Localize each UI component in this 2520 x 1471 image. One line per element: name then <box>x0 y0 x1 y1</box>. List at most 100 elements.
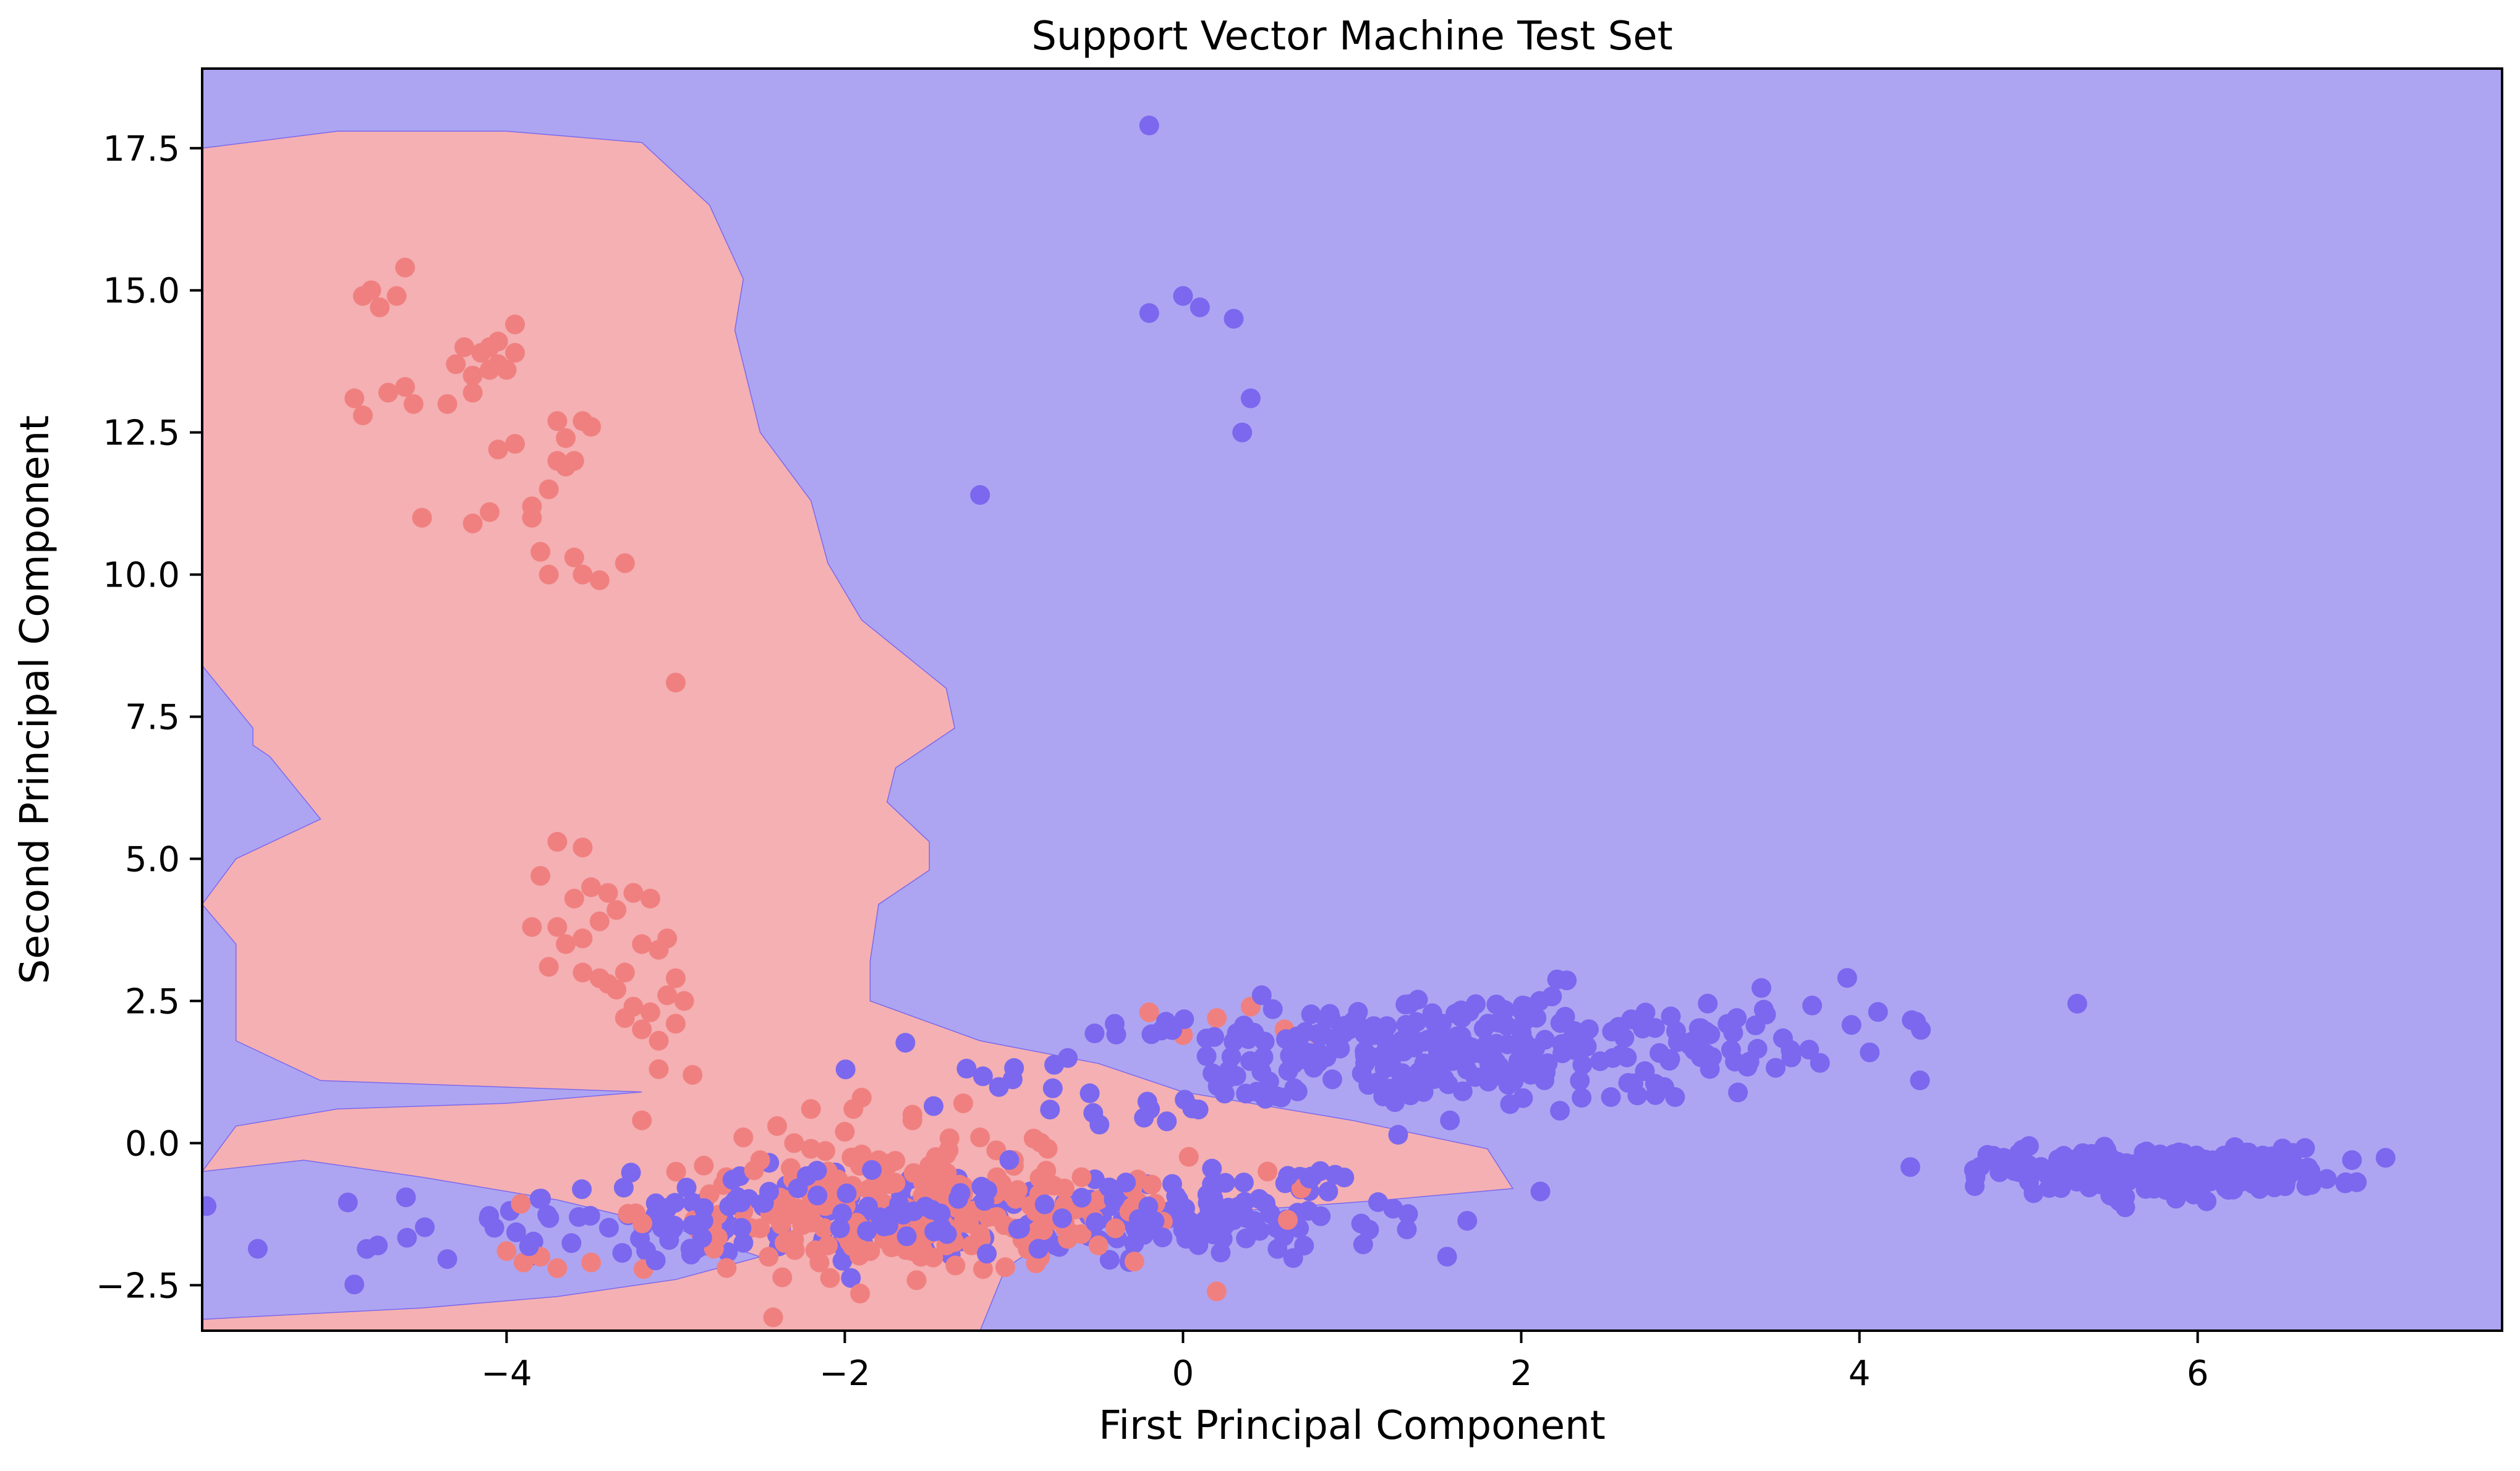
point-class-0 <box>814 1218 834 1238</box>
point-class-1 <box>1152 1227 1173 1248</box>
point-class-0 <box>903 1163 924 1183</box>
point-class-1 <box>1802 995 1823 1015</box>
point-class-1 <box>1240 388 1261 409</box>
point-class-0 <box>683 1065 703 1085</box>
point-class-1 <box>1085 1212 1105 1232</box>
point-class-0 <box>573 837 593 858</box>
x-tick-label: 4 <box>1849 1354 1871 1394</box>
point-class-0 <box>801 1099 821 1119</box>
point-class-0 <box>505 342 525 363</box>
point-class-1 <box>1965 1167 1986 1187</box>
point-class-0 <box>632 934 652 954</box>
point-class-1 <box>903 1201 924 1221</box>
point-class-1 <box>862 1160 882 1180</box>
point-class-0 <box>744 1160 764 1181</box>
point-class-1 <box>1278 1166 1298 1186</box>
point-class-0 <box>556 934 576 954</box>
point-class-1 <box>759 1182 779 1202</box>
point-class-1 <box>2100 1148 2121 1168</box>
point-class-1 <box>1233 1172 1254 1193</box>
point-class-1 <box>1542 986 1562 1007</box>
point-class-1 <box>1494 1063 1513 1083</box>
point-class-1 <box>519 1236 539 1257</box>
point-class-0 <box>885 1151 906 1171</box>
point-class-1 <box>613 1177 634 1198</box>
point-class-1 <box>1445 1004 1465 1024</box>
point-class-0 <box>530 866 551 886</box>
point-class-1 <box>1408 1062 1429 1082</box>
point-class-0 <box>1105 1218 1126 1239</box>
point-class-1 <box>1390 1063 1411 1083</box>
point-class-0 <box>589 570 610 590</box>
point-class-1 <box>896 1226 917 1247</box>
point-class-1 <box>1190 297 1210 318</box>
point-class-1 <box>2157 1173 2177 1193</box>
point-class-1 <box>1079 1083 1100 1103</box>
point-class-0 <box>378 383 398 403</box>
point-class-1 <box>989 1077 1009 1097</box>
point-class-1 <box>1217 1198 1237 1219</box>
point-class-1 <box>1728 1082 1748 1103</box>
point-class-1 <box>956 1059 977 1079</box>
point-class-1 <box>397 1227 417 1248</box>
plot-area <box>201 67 2503 1332</box>
point-class-0 <box>945 1255 966 1276</box>
point-class-1 <box>1572 1088 1592 1108</box>
point-class-1 <box>1368 1192 1388 1212</box>
point-class-1 <box>1139 116 1159 135</box>
point-class-0 <box>805 1240 825 1260</box>
point-class-0 <box>480 502 500 522</box>
point-class-1 <box>1457 1211 1478 1231</box>
point-class-1 <box>1617 1047 1637 1067</box>
point-class-0 <box>843 1236 863 1257</box>
point-class-0 <box>835 1122 855 1142</box>
point-class-1 <box>2090 1162 2111 1182</box>
point-class-0 <box>547 917 568 937</box>
point-class-0 <box>607 980 627 1000</box>
point-class-0 <box>615 962 635 983</box>
point-class-1 <box>1251 985 1272 1006</box>
point-class-1 <box>1099 1250 1120 1270</box>
point-class-1 <box>357 1239 377 1259</box>
x-tick-label: −2 <box>819 1354 871 1394</box>
point-class-1 <box>2037 1164 2056 1184</box>
point-class-1 <box>1352 1063 1372 1083</box>
point-class-1 <box>1157 1111 1177 1132</box>
point-class-1 <box>1698 993 1718 1014</box>
point-class-0 <box>763 1307 783 1328</box>
point-class-1 <box>694 1198 714 1218</box>
point-class-0 <box>538 479 559 499</box>
point-class-0 <box>618 1203 638 1224</box>
point-class-1 <box>1601 1087 1621 1107</box>
point-class-1 <box>1570 1070 1590 1091</box>
point-class-1 <box>1660 1049 1680 1069</box>
point-class-1 <box>1316 1009 1337 1030</box>
x-tick-label: 6 <box>2187 1354 2209 1394</box>
point-class-1 <box>561 1233 582 1253</box>
point-class-1 <box>788 1178 808 1198</box>
point-class-1 <box>1042 1078 1063 1098</box>
point-class-1 <box>1274 1226 1294 1247</box>
point-class-1 <box>2015 1162 2035 1182</box>
point-class-1 <box>1170 1198 1191 1219</box>
point-class-1 <box>1396 1015 1416 1035</box>
point-class-0 <box>657 985 678 1006</box>
point-class-0 <box>573 962 593 983</box>
point-class-1 <box>924 1221 945 1242</box>
point-class-0 <box>767 1116 787 1136</box>
point-class-1 <box>1906 1012 1926 1032</box>
point-class-1 <box>344 1274 365 1295</box>
point-class-1 <box>1310 1161 1330 1181</box>
point-class-1 <box>830 1218 850 1239</box>
point-class-0 <box>547 411 568 431</box>
point-class-1 <box>1437 1247 1457 1267</box>
y-tick-label: 5.0 <box>125 840 180 880</box>
point-class-0 <box>733 1127 754 1148</box>
point-class-1 <box>1099 1177 1119 1198</box>
point-class-0 <box>1258 1161 1278 1182</box>
point-class-1 <box>1316 1047 1337 1067</box>
point-class-1 <box>1388 1125 1408 1145</box>
point-class-0 <box>437 394 458 414</box>
